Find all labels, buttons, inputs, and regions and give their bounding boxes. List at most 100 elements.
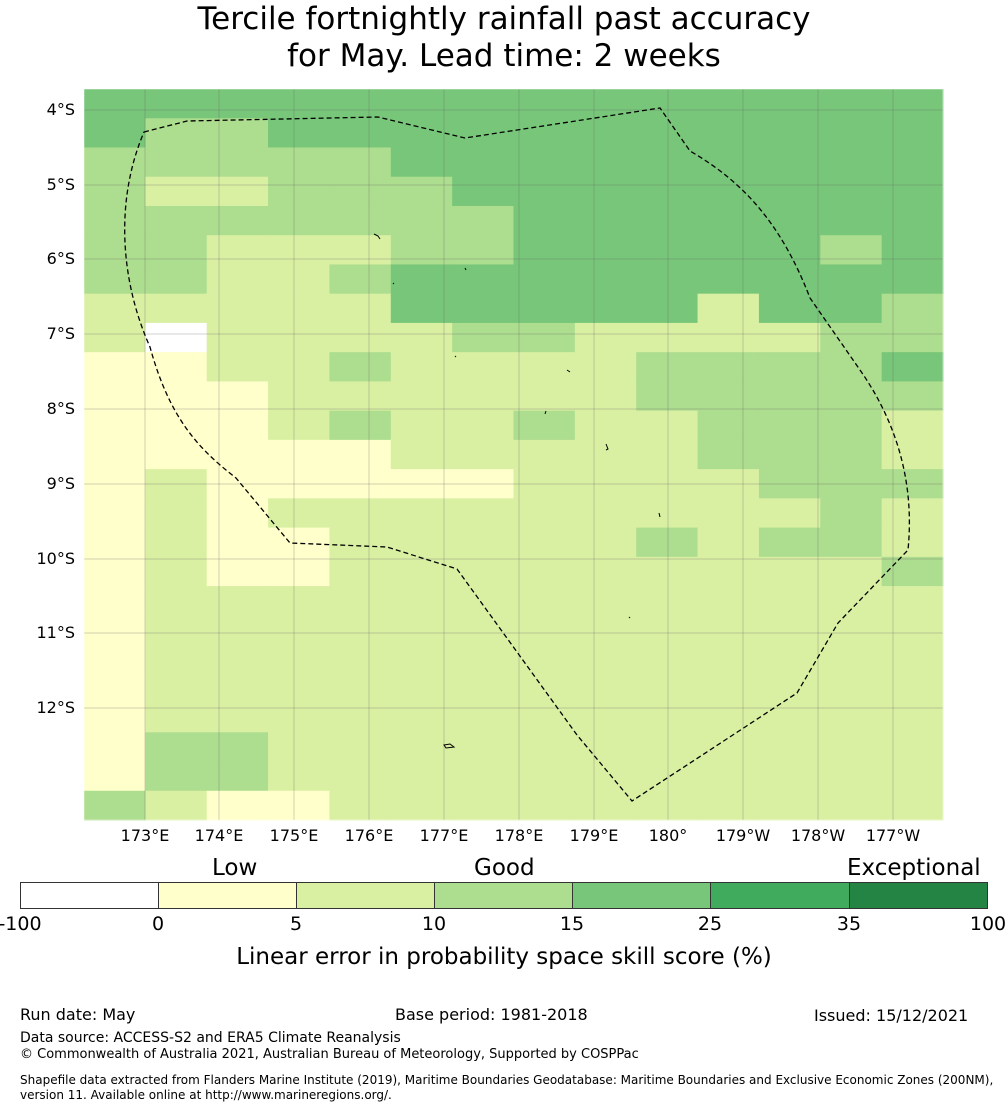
grid-cell [452, 89, 515, 119]
grid-cell [84, 615, 146, 646]
grid-cell [145, 293, 208, 324]
grid-cell [636, 586, 699, 616]
grid-cell [268, 644, 331, 675]
grid-cell [329, 235, 392, 266]
graticule [84, 89, 943, 820]
grid-cell [697, 673, 760, 704]
grid-cell [145, 732, 208, 763]
grid-cell [758, 586, 821, 616]
grid-cell [206, 147, 269, 178]
colorbar-tick--100: -100 [0, 913, 42, 935]
grid-cell [390, 790, 453, 821]
grid-cell [452, 761, 515, 792]
grid-cell [268, 439, 331, 470]
grid-cell [329, 89, 392, 119]
grid-cell [636, 264, 699, 295]
grid-cell [84, 761, 146, 792]
grid-cell [329, 176, 392, 207]
grid-cell [329, 205, 392, 236]
skill-map [83, 88, 944, 821]
data-source: Data source: ACCESS-S2 and ERA5 Climate … [20, 1030, 401, 1046]
grid-cell [820, 381, 883, 412]
grid-cell [145, 790, 208, 821]
grid-cell [574, 761, 637, 792]
grid-cell [697, 644, 760, 675]
grid-cell [145, 410, 208, 441]
grid-cell [206, 322, 269, 353]
grid-cell [84, 527, 146, 558]
grid-cell [329, 410, 392, 441]
grid-cell [513, 322, 576, 353]
grid-cell [513, 673, 576, 704]
grid-cell [390, 703, 453, 733]
grid-cell [574, 293, 637, 324]
grid-cell [84, 498, 146, 529]
grid-cell [697, 556, 760, 587]
grid-cell [820, 147, 883, 178]
grid-cell [513, 586, 576, 616]
grid-cell [758, 498, 821, 529]
grid-cell [84, 556, 146, 587]
lon-label-173e: 173°E [120, 826, 170, 845]
grid-cell [820, 410, 883, 441]
grid-cell [513, 498, 576, 529]
grid-cell [390, 176, 453, 207]
grid-cell [268, 293, 331, 324]
grid-cell [268, 790, 331, 821]
colorbar-tick-25: 25 [697, 913, 723, 935]
grid-cell [268, 761, 331, 792]
grid-cell [758, 761, 821, 792]
grid-cell [513, 176, 576, 207]
grid-cell [329, 118, 392, 149]
grid-cell [758, 176, 821, 207]
grid-cell [329, 615, 392, 646]
run-date: Run date: May [20, 1005, 136, 1024]
grid-cell [758, 556, 821, 587]
grid-cell [84, 176, 146, 207]
grid-cell [145, 118, 208, 149]
grid-cell [452, 498, 515, 529]
grid-cell [206, 293, 269, 324]
grid-cell [452, 527, 515, 558]
colorbar-tick-100: 100 [969, 913, 1007, 935]
grid-cell [697, 790, 760, 821]
grid-cell [574, 381, 637, 412]
grid-cell [84, 381, 146, 412]
grid-cell [452, 586, 515, 616]
base-period: Base period: 1981-2018 [395, 1005, 588, 1024]
grid-cell [390, 615, 453, 646]
grid-cell [268, 235, 331, 266]
grid-cell [390, 205, 453, 236]
grid-cell [145, 352, 208, 382]
grid-cell [881, 615, 944, 646]
grid-cell [390, 439, 453, 470]
grid-cell [820, 615, 883, 646]
grid-cell [636, 615, 699, 646]
grid-cell [697, 147, 760, 178]
grid-cell [820, 89, 883, 119]
grid-cell [206, 790, 269, 821]
grid-cell [820, 498, 883, 529]
grid-cell [452, 439, 515, 470]
grid-cell [513, 556, 576, 587]
grid-cell [574, 527, 637, 558]
grid-cell [697, 89, 760, 119]
grid-cell [206, 615, 269, 646]
grid-cell [84, 89, 146, 119]
grid-cell [329, 761, 392, 792]
grid-cell [268, 703, 331, 733]
grid-cell [636, 176, 699, 207]
grid-cell [390, 644, 453, 675]
grid-cell [697, 176, 760, 207]
grid-cell [636, 439, 699, 470]
grid-cell [513, 264, 576, 295]
grid-cell [206, 644, 269, 675]
grid-cell [513, 761, 576, 792]
colorbar-tick-0: 0 [151, 913, 165, 935]
colorbar-tick-10: 10 [421, 913, 447, 935]
island-outline [605, 443, 609, 451]
grid-cell [881, 732, 944, 763]
grid-cell [820, 586, 883, 616]
grid-cell [636, 410, 699, 441]
grid-cell [206, 761, 269, 792]
